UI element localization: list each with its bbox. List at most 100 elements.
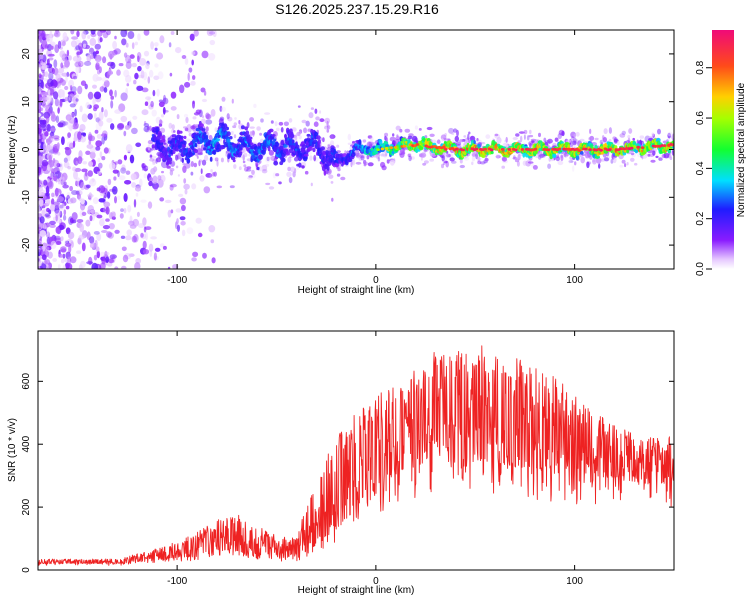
spectrogram-x-tick-label: 0 [373, 275, 379, 286]
noise-mark [87, 170, 94, 177]
noise-mark [183, 183, 190, 190]
noise-mark [51, 192, 55, 198]
halo-mark [190, 125, 196, 130]
halo-mark [288, 177, 293, 184]
noise-mark [47, 144, 52, 150]
halo-mark [274, 121, 278, 127]
noise-mark [120, 115, 128, 123]
noise-mark [76, 250, 82, 254]
halo-mark [467, 133, 470, 141]
halo-mark [426, 126, 433, 131]
halo-mark [573, 137, 577, 144]
noise-mark [78, 61, 84, 66]
halo-mark [177, 174, 180, 177]
signal-mark [201, 128, 206, 132]
noise-mark [74, 94, 80, 98]
signal-mark [366, 146, 371, 150]
noise-mark [88, 161, 94, 167]
halo-mark [667, 131, 673, 137]
noise-mark [134, 41, 138, 46]
spectrogram-y-tick-label: 20 [21, 48, 32, 60]
noise-mark [75, 45, 81, 51]
peak-mark [640, 146, 645, 150]
noise-mark [144, 101, 149, 106]
noise-mark [159, 174, 166, 183]
halo-mark [171, 161, 175, 167]
noise-mark [120, 208, 124, 213]
halo-mark [352, 140, 356, 144]
noise-mark [55, 73, 61, 82]
noise-mark [111, 216, 116, 220]
halo-mark [301, 119, 307, 124]
halo-mark [205, 126, 209, 132]
halo-mark [459, 164, 465, 169]
signal-mark [158, 133, 162, 138]
halo-mark [495, 153, 500, 160]
peak-mark [577, 149, 581, 152]
noise-mark [87, 91, 94, 100]
peak-mark [520, 148, 525, 151]
halo-mark [159, 119, 163, 125]
signal-mark [301, 165, 305, 169]
halo-mark [424, 135, 428, 139]
halo-mark [242, 154, 245, 161]
snr-y-tick-label: 400 [21, 435, 32, 452]
halo-mark [272, 172, 277, 179]
noise-mark [183, 178, 187, 184]
halo-mark [163, 142, 167, 145]
noise-mark [63, 161, 70, 169]
signal-mark [183, 135, 187, 140]
noise-mark [124, 252, 132, 260]
noise-mark [61, 121, 69, 126]
signal-mark [186, 147, 189, 153]
noise-mark [73, 170, 78, 180]
noise-mark [118, 103, 126, 113]
snr-y-label: SNR (10 * v/v) [7, 418, 18, 482]
noise-mark [103, 87, 108, 93]
halo-mark [586, 161, 592, 165]
noise-mark [74, 167, 82, 172]
halo-mark [354, 149, 360, 157]
noise-mark [107, 178, 112, 186]
halo-mark [476, 139, 482, 144]
signal-mark [271, 141, 276, 145]
noise-mark [66, 115, 71, 123]
noise-mark [191, 59, 194, 66]
halo-mark [247, 176, 253, 180]
noise-mark [140, 70, 145, 79]
noise-mark [100, 217, 105, 222]
noise-mark [129, 224, 137, 229]
noise-mark [38, 233, 41, 240]
halo-mark [575, 131, 580, 137]
noise-mark [98, 120, 104, 127]
noise-mark [41, 254, 47, 261]
halo-mark [226, 113, 230, 120]
halo-mark [522, 160, 528, 166]
halo-mark [264, 112, 271, 115]
noise-mark [103, 201, 111, 208]
halo-mark [337, 167, 341, 172]
noise-mark [113, 176, 117, 181]
halo-mark [303, 127, 307, 133]
signal-mark [232, 159, 236, 163]
noise-mark [210, 109, 216, 117]
halo-mark [160, 114, 165, 118]
halo-mark [149, 158, 155, 162]
noise-mark [149, 69, 154, 78]
snr-frame [37, 330, 675, 571]
halo-mark [352, 158, 356, 166]
noise-mark [43, 143, 46, 150]
noise-mark [120, 167, 127, 174]
noise-mark [51, 198, 55, 206]
peak-mark [489, 148, 494, 152]
halo-mark [313, 154, 317, 162]
halo-mark [261, 164, 268, 172]
halo-mark [167, 135, 171, 138]
halo-mark [589, 135, 595, 141]
noise-mark [50, 204, 56, 212]
noise-mark [139, 178, 143, 188]
noise-mark [89, 47, 95, 55]
halo-mark [448, 127, 454, 134]
signal-mark [490, 151, 494, 155]
halo-mark [608, 127, 613, 134]
